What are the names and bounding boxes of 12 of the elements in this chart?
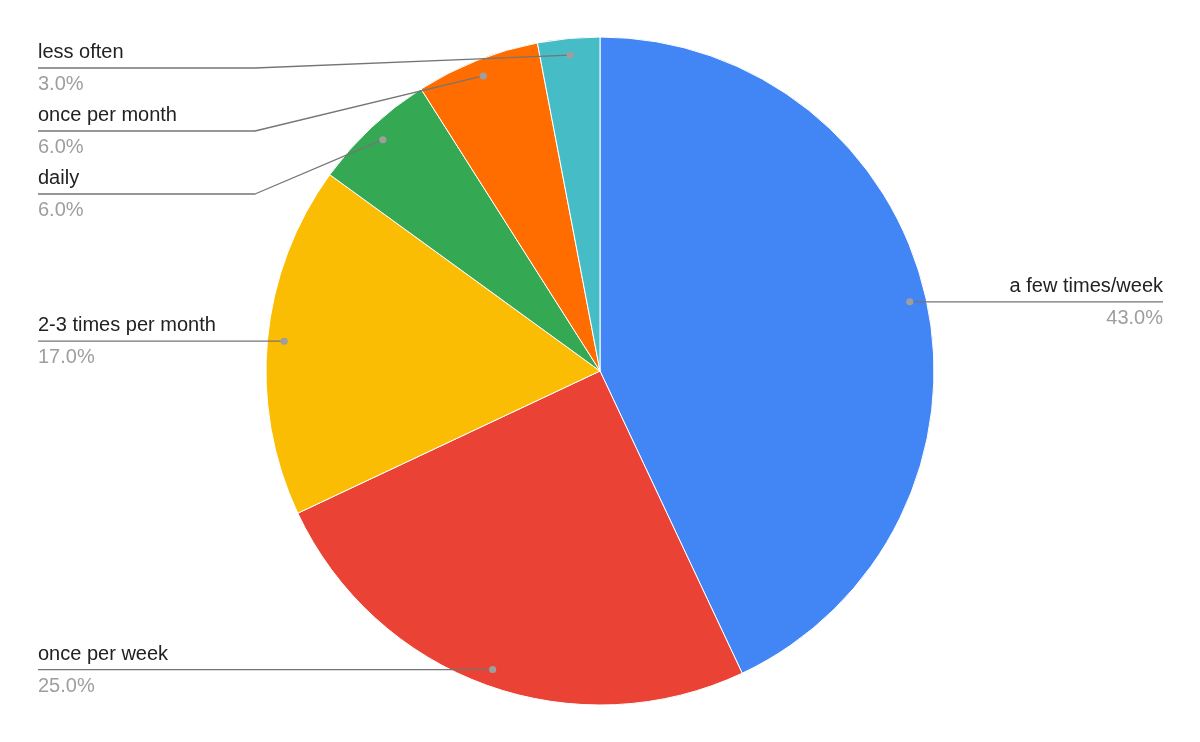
slice-label: less often	[38, 40, 124, 62]
data-label: 25.0%	[38, 673, 95, 696]
slice-label: daily	[38, 166, 80, 188]
data-label: 43.0%	[1106, 305, 1164, 328]
data-label: 6.0%	[38, 198, 84, 220]
slice-label: once per week	[38, 641, 170, 664]
data-label: 17.0%	[38, 345, 95, 368]
data-label: 6.0%	[38, 135, 84, 157]
slice-label: once per month	[38, 103, 177, 125]
slice-label: a few times/week	[1009, 273, 1164, 296]
slice-label: 2-3 times per month	[38, 313, 216, 336]
data-label: 3.0%	[38, 72, 84, 94]
